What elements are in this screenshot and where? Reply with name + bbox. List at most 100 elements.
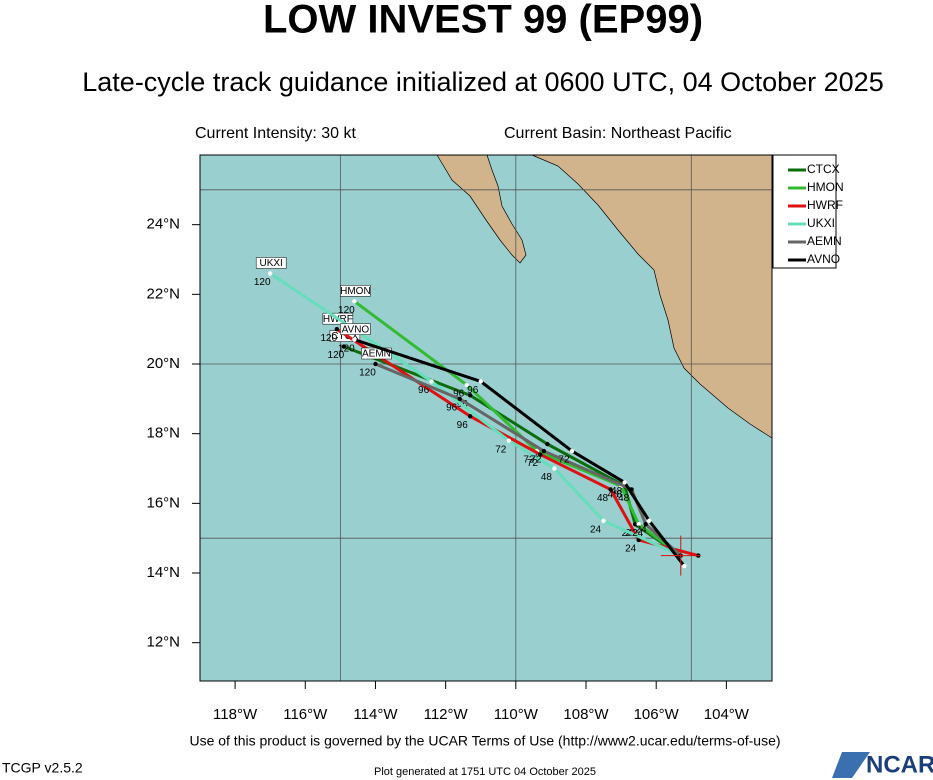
generated: Plot generated at 1751 UTC 04 October 20… <box>374 766 596 778</box>
hour-label: 72 <box>523 455 535 466</box>
legend-label: HMON <box>807 180 844 194</box>
model-tag: UKXI <box>260 258 283 269</box>
hour-label: 96 <box>453 389 465 400</box>
basin: Current Basin: Northeast Pacific <box>504 125 732 142</box>
track-point <box>608 487 613 492</box>
y-tick-label: 22°N <box>146 285 180 302</box>
track <box>353 338 686 567</box>
hour-label: 72 <box>527 458 539 469</box>
track-point <box>478 379 483 384</box>
track-point <box>267 271 273 276</box>
hour-label: 24 <box>632 528 644 539</box>
track-point <box>373 361 378 367</box>
x-tick-label: 112°W <box>424 706 469 723</box>
track-point <box>538 452 543 457</box>
model-tag: AVNO <box>342 324 370 335</box>
track-point <box>506 438 512 443</box>
version: TCGP v2.5.2 <box>2 760 83 776</box>
track-point <box>352 299 357 304</box>
intensity: Current Intensity: 30 kt <box>195 125 357 142</box>
x-tick-label: 110°W <box>494 706 539 723</box>
hour-label: 96 <box>418 385 430 396</box>
track-point <box>429 379 434 384</box>
hour-label: 24 <box>636 524 648 535</box>
y-tick-label: 14°N <box>146 564 180 581</box>
model-tag: HMON <box>340 286 371 297</box>
track <box>374 362 682 557</box>
hour-label: 96 <box>457 420 469 431</box>
track-point <box>569 448 575 454</box>
model-tag: CTCX <box>331 331 359 342</box>
track <box>269 272 682 557</box>
model-tag-box <box>255 257 287 269</box>
x-tick-label: 106°W <box>634 706 680 723</box>
track-point <box>545 441 550 447</box>
plot: 24487296120CTCX24487296120HMON2448729612… <box>200 155 772 681</box>
logo-mark <box>832 752 870 778</box>
land-baja <box>436 154 527 264</box>
track-point <box>352 337 357 342</box>
legend-label: AEMN <box>807 234 842 248</box>
track-point <box>464 382 469 388</box>
legend-label: HWRF <box>807 198 843 212</box>
track <box>343 345 682 557</box>
hour-label: 24 <box>590 524 602 535</box>
track-point <box>541 448 547 454</box>
track-point <box>468 393 473 398</box>
hour-label: 72 <box>530 455 542 466</box>
x-tick-label: 118°W <box>213 706 258 723</box>
model-tag-box <box>340 323 371 335</box>
title: LOW INVEST 99 (EP99) <box>263 0 703 42</box>
track-point <box>622 480 627 485</box>
track-point <box>632 522 638 527</box>
hour-label: 48 <box>541 472 553 483</box>
hour-label: 24 <box>625 544 637 555</box>
track-point <box>334 326 340 332</box>
legend-label: UKXI <box>807 216 835 230</box>
hour-label: 48 <box>597 493 609 504</box>
y-tick-label: 24°N <box>146 216 180 233</box>
land-mainland <box>531 154 773 439</box>
y-tick-label: 12°N <box>146 634 180 651</box>
hour-label: 96 <box>446 402 458 413</box>
track-point <box>636 537 641 543</box>
hour-label: 120 <box>359 368 376 379</box>
hour-label: 120 <box>254 277 271 288</box>
x-tick-label: 108°W <box>563 706 609 723</box>
hour-label: 72 <box>495 444 507 455</box>
x-tick-label: 104°W <box>704 706 750 723</box>
y-tick-label: 18°N <box>146 425 180 442</box>
y-tick-label: 20°N <box>146 355 180 372</box>
track-point <box>646 518 652 523</box>
model-tag: AEMN <box>362 349 391 360</box>
hour-label: 72 <box>558 455 570 466</box>
terms: Use of this product is governed by the U… <box>189 733 780 749</box>
hour-label: 96 <box>467 385 479 396</box>
track-point <box>468 414 473 419</box>
y-tick-label: 16°N <box>146 494 180 511</box>
subtitle: Late-cycle track guidance initialized at… <box>82 67 883 97</box>
x-tick-label: 114°W <box>353 706 398 723</box>
hour-label: 48 <box>611 486 623 497</box>
track-point <box>552 466 557 471</box>
hour-label: 24 <box>622 528 634 539</box>
x-tick-label: 116°W <box>283 706 328 723</box>
hour-label: 120 <box>328 350 345 361</box>
hour-label: 120 <box>321 333 338 344</box>
hour-label: 48 <box>618 493 630 504</box>
track-point <box>457 396 462 402</box>
logo: NCAR <box>866 751 933 778</box>
hour-label: 48 <box>611 490 623 501</box>
frame <box>199 154 773 682</box>
hour-label: 120 <box>338 305 355 316</box>
legend-label: AVNO <box>807 252 840 266</box>
model-tag-box <box>340 285 371 297</box>
legend-label: CTCX <box>807 162 840 176</box>
track-point <box>341 344 347 349</box>
track-point <box>601 518 606 523</box>
track-point <box>636 522 641 527</box>
legend-box <box>772 154 837 269</box>
track-point <box>682 563 687 569</box>
hour-label: 120 <box>338 343 355 354</box>
